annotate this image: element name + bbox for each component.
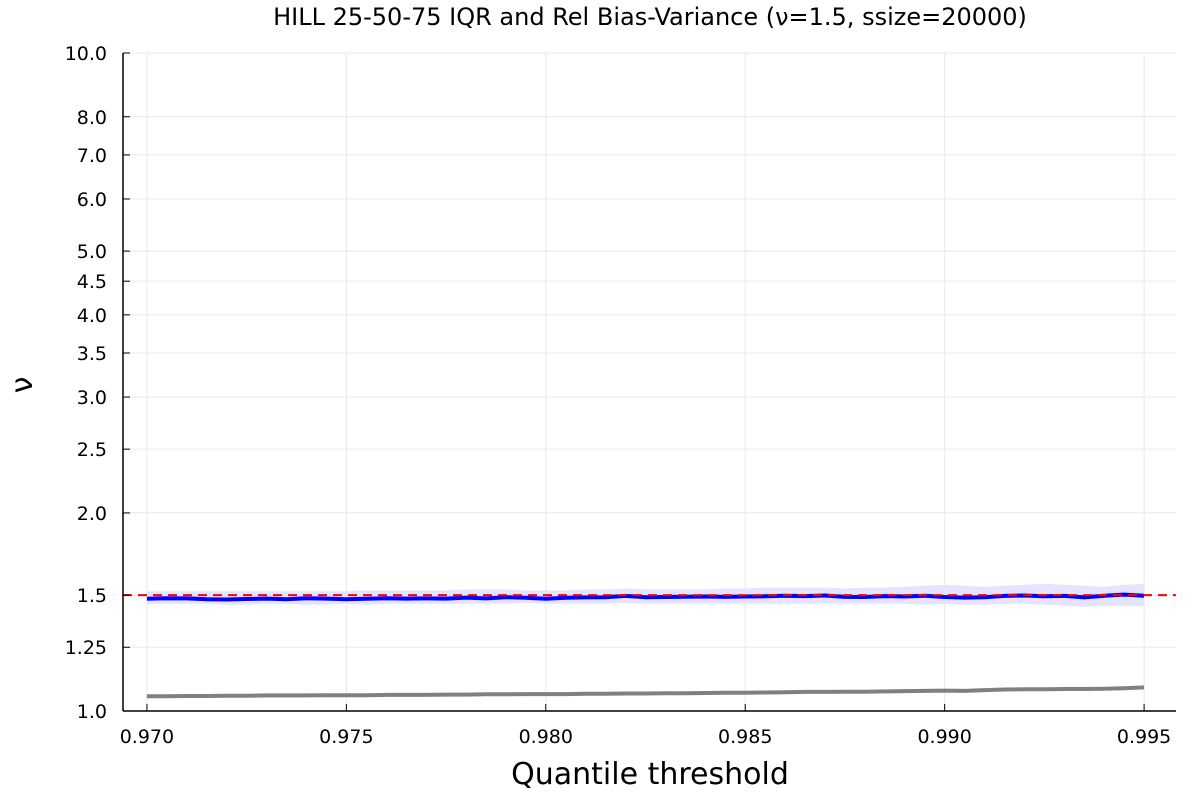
grid — [123, 52, 1176, 712]
rel-bias-variance-line — [146, 685, 1145, 699]
y-tick-label: 2.5 — [77, 439, 107, 461]
chart-title: HILL 25-50-75 IQR and Rel Bias-Variance … — [273, 3, 1027, 31]
y-tick-label: 1.25 — [65, 637, 107, 659]
y-tick-label: 5.0 — [77, 241, 107, 263]
x-tick-label: 0.970 — [120, 726, 174, 748]
series-layer — [123, 592, 1176, 699]
y-tick-label: 7.0 — [77, 145, 107, 167]
y-axis-title: ν — [5, 377, 40, 394]
y-tick-label: 6.0 — [77, 189, 107, 211]
axes: 0.970 0.975 0.980 0.985 0.990 0.995 1.0 1.25 1.5… — [65, 43, 1176, 748]
x-tick-label: 0.980 — [519, 726, 573, 748]
x-tick-label: 0.985 — [718, 726, 772, 748]
median-line — [146, 592, 1145, 602]
y-tick-label: 4.5 — [77, 271, 107, 293]
x-axis-title: Quantile threshold — [511, 757, 789, 792]
x-tick-label: 0.995 — [1117, 726, 1171, 748]
y-tick-label: 3.0 — [77, 387, 107, 409]
x-tick-label: 0.990 — [917, 726, 971, 748]
y-tick-label: 2.0 — [77, 503, 107, 525]
y-tick-label: 4.0 — [77, 305, 107, 327]
y-tick-label: 8.0 — [77, 107, 107, 129]
y-tick-label: 1.5 — [77, 585, 107, 607]
y-tick-label: 3.5 — [77, 343, 107, 365]
y-tick-label: 10.0 — [65, 43, 107, 65]
y-tick-label: 1.0 — [77, 701, 107, 723]
x-tick-label: 0.975 — [319, 726, 373, 748]
